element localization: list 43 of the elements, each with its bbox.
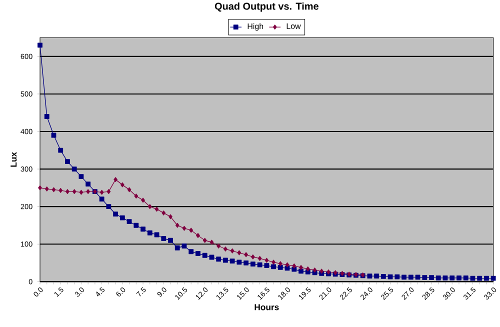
point xyxy=(106,189,111,194)
point xyxy=(210,240,214,245)
point xyxy=(202,238,207,243)
point xyxy=(264,258,269,263)
point xyxy=(114,177,118,182)
point xyxy=(168,214,172,220)
point xyxy=(224,246,228,252)
point xyxy=(58,188,63,193)
point xyxy=(154,206,159,212)
point xyxy=(306,266,310,272)
point xyxy=(120,182,124,188)
point xyxy=(278,261,282,266)
point xyxy=(189,228,194,233)
point xyxy=(38,185,42,190)
point xyxy=(230,248,234,254)
point xyxy=(237,250,242,256)
point xyxy=(52,187,56,192)
chart-title: Quad Output vs. Time xyxy=(214,2,318,12)
point xyxy=(285,262,290,268)
point xyxy=(141,198,145,203)
point xyxy=(292,263,296,268)
point xyxy=(72,189,76,194)
point xyxy=(100,190,104,195)
point xyxy=(251,254,255,260)
point xyxy=(216,244,221,248)
point xyxy=(127,187,132,192)
point xyxy=(272,260,276,265)
point xyxy=(299,264,303,270)
point xyxy=(148,204,152,210)
x-axis-title: Hours xyxy=(254,304,279,310)
point xyxy=(196,233,200,238)
point xyxy=(175,222,180,228)
point xyxy=(162,210,166,216)
point xyxy=(66,189,70,194)
point xyxy=(79,190,84,195)
point xyxy=(258,256,262,261)
point xyxy=(182,226,186,231)
point xyxy=(44,186,49,192)
point xyxy=(134,194,138,199)
point xyxy=(312,268,317,272)
point xyxy=(86,189,90,194)
point xyxy=(244,252,248,258)
y-axis-title: Lux xyxy=(10,152,17,167)
